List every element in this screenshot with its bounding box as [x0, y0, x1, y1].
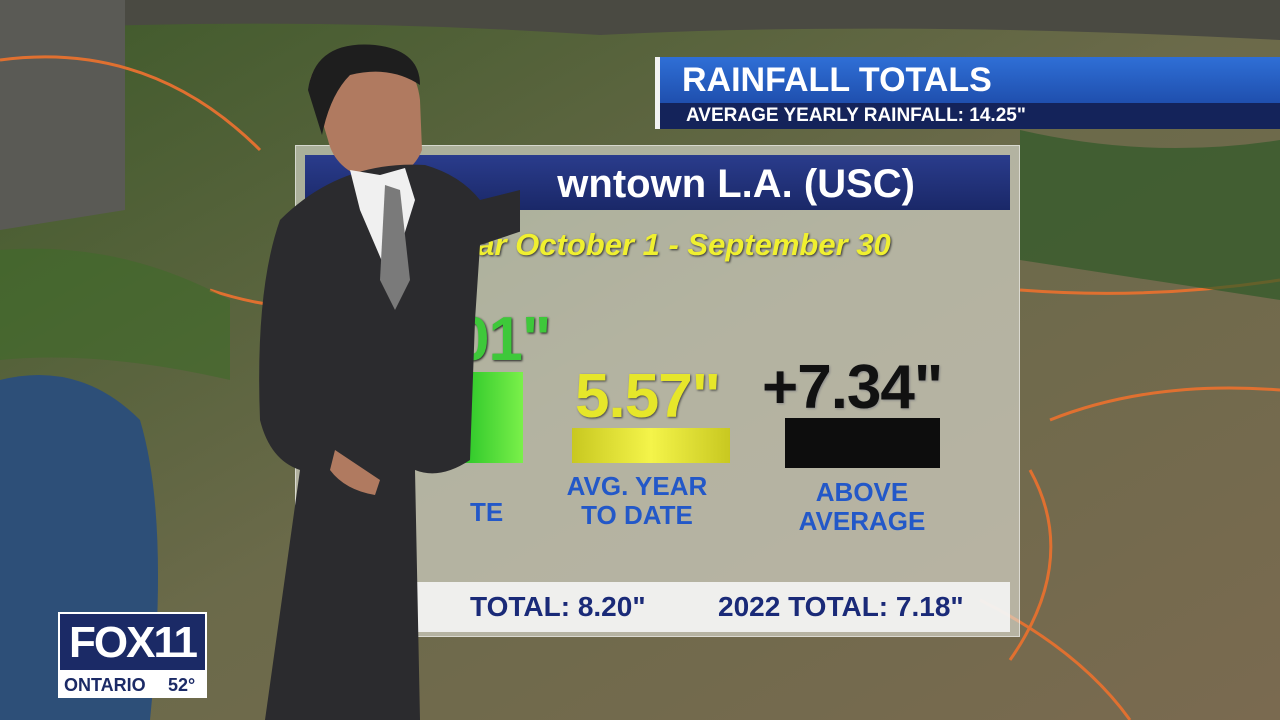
stat-label: TE: [470, 497, 504, 527]
header-subtitle: AVERAGE YEARLY RAINFALL: 14.25": [655, 103, 1280, 129]
stat-bar: [785, 418, 940, 468]
stat-label: ABOVE: [815, 477, 909, 507]
footer-total: 2022 TOTAL: 7.18": [718, 591, 964, 622]
logo-brand: FOX: [69, 618, 155, 667]
logo-temp: 52°: [168, 675, 196, 695]
stat-value: +7.34": [762, 353, 943, 422]
header-title: RAINFALL TOTALS: [655, 57, 1280, 103]
stat-bar: [465, 372, 523, 463]
logo-weather: ONTARIO 52°: [58, 672, 207, 698]
logo-number: 11: [153, 618, 197, 667]
footer-total: TOTAL: 8.20": [470, 591, 646, 622]
period: ear October 1 - September 30: [460, 227, 891, 262]
stat-label: AVG. YEAR: [566, 471, 708, 501]
logo-city: ONTARIO: [64, 675, 146, 695]
stat-bar: [572, 428, 730, 463]
footer-bar: [305, 582, 1010, 632]
stat-value: 5.57": [575, 362, 721, 431]
presenter: [259, 44, 520, 720]
stat-label: AVERAGE: [798, 506, 926, 536]
channel-logo: FOX11: [58, 612, 207, 672]
stat-label: TO DATE: [581, 500, 693, 530]
